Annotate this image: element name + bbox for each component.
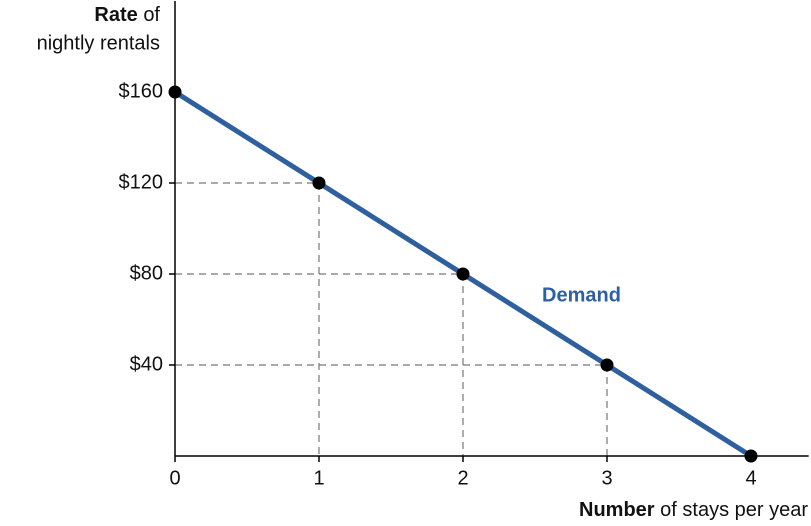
y-tick-label: $160 (119, 80, 164, 102)
y-tick-label: $80 (130, 262, 163, 284)
x-tick-label: 0 (169, 467, 180, 489)
x-axis-label-bold: Number (579, 499, 655, 521)
x-tick-label: 2 (457, 467, 468, 489)
y-tick-label: $120 (119, 171, 164, 193)
x-tick-label: 1 (313, 467, 324, 489)
y-axis-label-line2: nightly rentals (37, 32, 160, 54)
x-tick-label: 3 (601, 467, 612, 489)
x-tick-label: 4 (745, 467, 756, 489)
y-axis-label-bold: Rate (94, 4, 137, 26)
y-axis-label-rest: of (143, 4, 160, 26)
data-point (600, 358, 614, 372)
series-label: Demand (542, 284, 621, 306)
y-tick-label: $40 (130, 353, 163, 375)
y-axis-label: Rate of (94, 4, 160, 26)
x-axis-label: Number of stays per year (579, 499, 808, 521)
data-point (168, 85, 182, 99)
x-axis-label-rest: of stays per year (660, 499, 808, 521)
data-point (456, 267, 470, 281)
data-point (744, 449, 758, 463)
data-point (312, 176, 326, 190)
